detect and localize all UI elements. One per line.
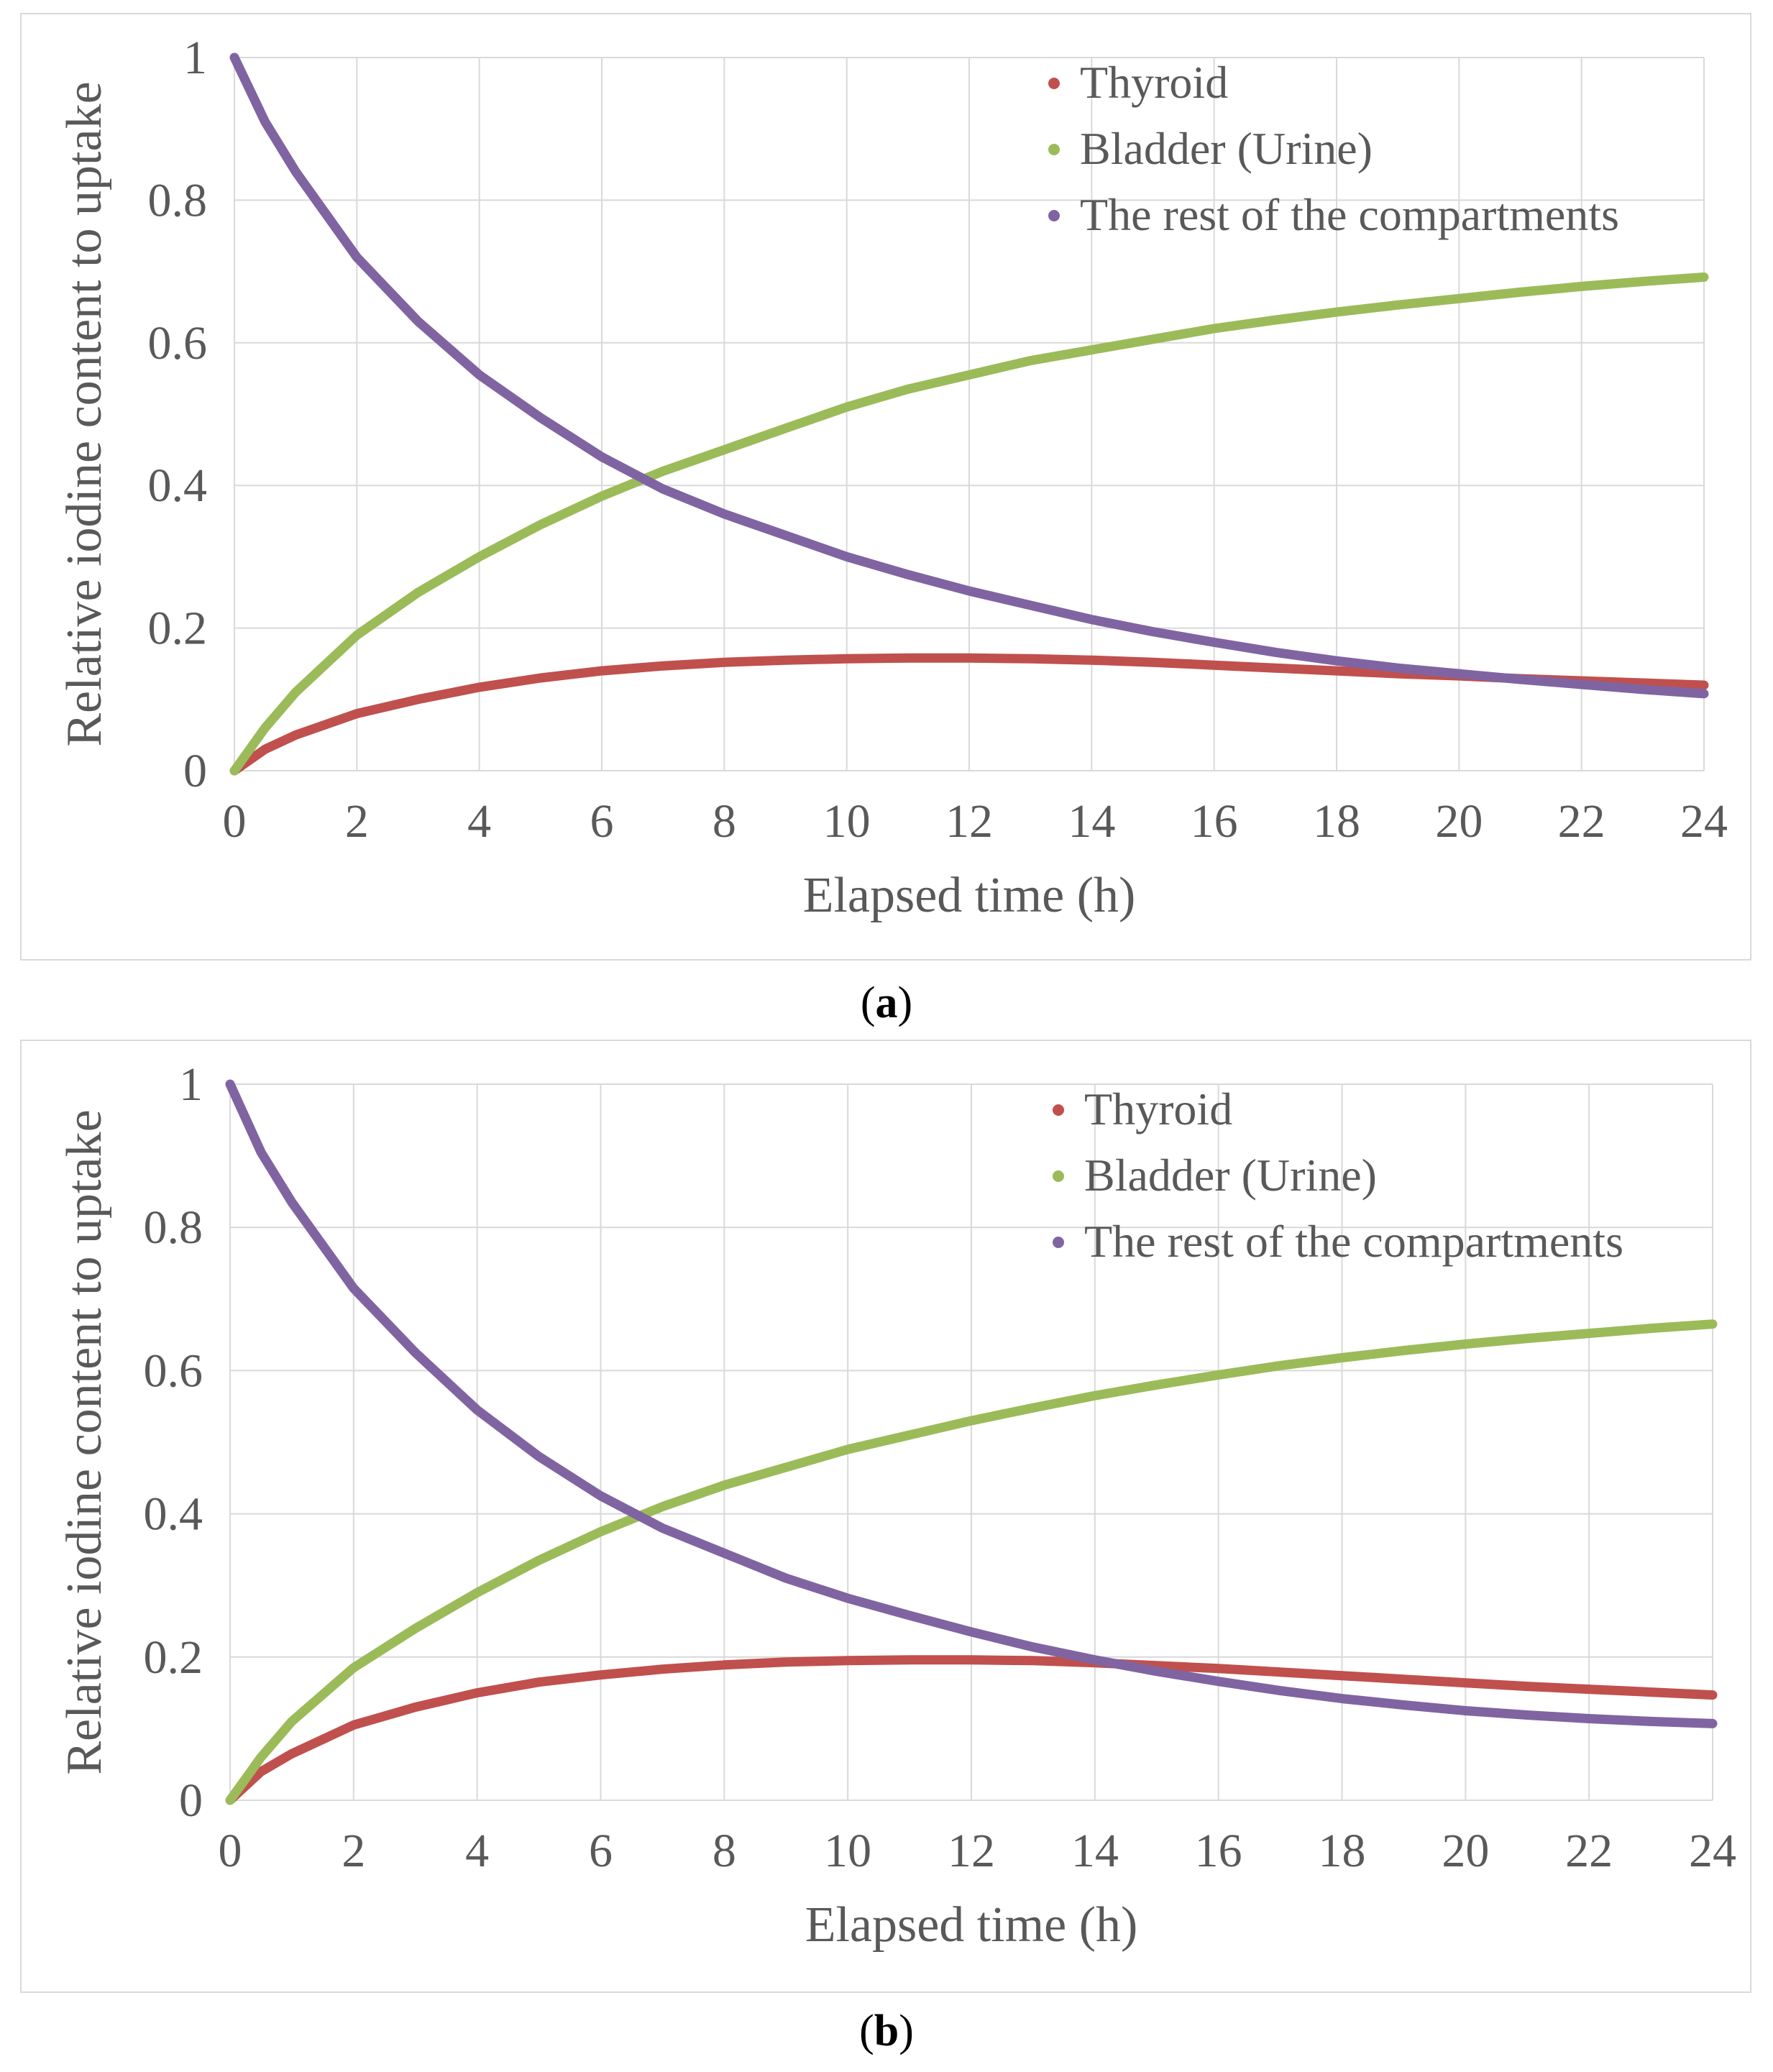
y-tick-label: 0.4 [144,1488,203,1541]
legend-marker [1053,1170,1064,1182]
x-tick-label: 10 [824,1825,871,1877]
y-tick-label: 0.2 [144,1631,203,1684]
series-line-2 [225,1079,1718,1728]
x-tick-label: 4 [467,795,491,848]
x-tick-label: 14 [1071,1825,1119,1877]
x-tick-label: 0 [219,1825,242,1877]
chart-b: 0 2 4 6 8 10 12 14 16 18 20 22 2400.20.40.60.81Elaps… [57,1058,1736,1953]
legend-label: Bladder (Urine) [1084,1150,1377,1201]
x-tick-label: 18 [1319,1825,1366,1877]
legend-marker [1053,1104,1064,1116]
y-axis-label: Relative iodine content to uptake [57,1109,112,1774]
legend-marker [1048,210,1060,221]
x-tick-label: 0 [223,795,247,848]
legend-label: Thyroid [1084,1083,1232,1134]
x-tick-label: 6 [589,1825,613,1877]
gridlines [234,57,1705,771]
x-tick-label: 10 [823,795,871,848]
x-tick-label: 2 [345,795,369,848]
legend-marker [1048,78,1060,89]
x-tick-label: 22 [1558,795,1605,848]
caption-a: (a) [860,978,913,1027]
y-tick-label: 0.8 [148,174,208,226]
chart-panel-a: 0 2 4 6 8 10 12 14 16 18 20 22 24 0 0.2 0.4 0.6 0.8 1 Elaps… [20,13,1751,961]
caption-b: (b) [859,2007,914,2055]
y-tick-label: 0.4 [148,459,208,512]
x-tick-label: 20 [1435,795,1483,848]
x-tick-label: 8 [713,1825,736,1877]
y-tick-label: 0 [179,1774,203,1827]
x-tick-label: 24 [1680,795,1728,848]
caption-a-label: a [875,978,898,1027]
chart-a: 0 2 4 6 8 10 12 14 16 18 20 22 2400.20.40.60.81Elaps… [57,32,1728,923]
caption-b-label: b [874,2007,899,2055]
series-line-1 [225,1319,1718,1805]
y-tick-label: 0 [183,745,207,797]
legend-marker [1048,144,1060,155]
x-tick-label: 22 [1565,1825,1613,1877]
y-tick-label: 0.6 [148,317,208,370]
x-axis-label: Elapsed time (h) [803,868,1136,923]
series-line-0 [225,1655,1718,1805]
legend: Thyroid Bladder (Urine) The rest of the co… [1048,57,1619,240]
x-tick-label: 14 [1068,795,1115,848]
legend-label: Thyroid [1080,57,1228,108]
x-tick-label: 8 [713,795,736,848]
y-tick-label: 0.2 [148,602,208,655]
series-line-1 [229,272,1709,776]
legend-label: The rest of the compartments [1080,189,1619,240]
legend-label: The rest of the compartments [1084,1216,1623,1267]
x-tick-label: 24 [1689,1825,1736,1877]
chart-panel-b: 0 2 4 6 8 10 12 14 16 18 20 22 24 0 0.2 0.4 0.6 0.8 1 Elaps… [20,1040,1751,1993]
x-axis-label: Elapsed time (h) [805,1897,1138,1953]
x-tick-label: 12 [948,1825,995,1877]
x-tick-label: 6 [590,795,614,848]
gridlines [229,1083,1713,1801]
legend-label: Bladder (Urine) [1080,123,1373,174]
x-tick-label: 18 [1313,795,1360,848]
legend: Thyroid Bladder (Urine) The rest of the co… [1053,1083,1623,1267]
x-tick-label: 16 [1195,1825,1242,1877]
x-tick-label: 2 [342,1825,365,1877]
y-tick-label: 1 [183,32,207,84]
y-tick-label: 1 [179,1058,203,1111]
legend-marker [1053,1237,1064,1248]
x-tick-label: 20 [1442,1825,1489,1877]
series-line-2 [229,52,1709,699]
y-axis-label: Relative iodine content to uptake [57,81,112,746]
x-tick-label: 4 [465,1825,489,1877]
y-tick-label: 0.6 [144,1344,203,1397]
x-tick-label: 16 [1191,795,1238,848]
y-tick-label: 0.8 [144,1201,203,1254]
x-tick-label: 12 [945,795,993,848]
